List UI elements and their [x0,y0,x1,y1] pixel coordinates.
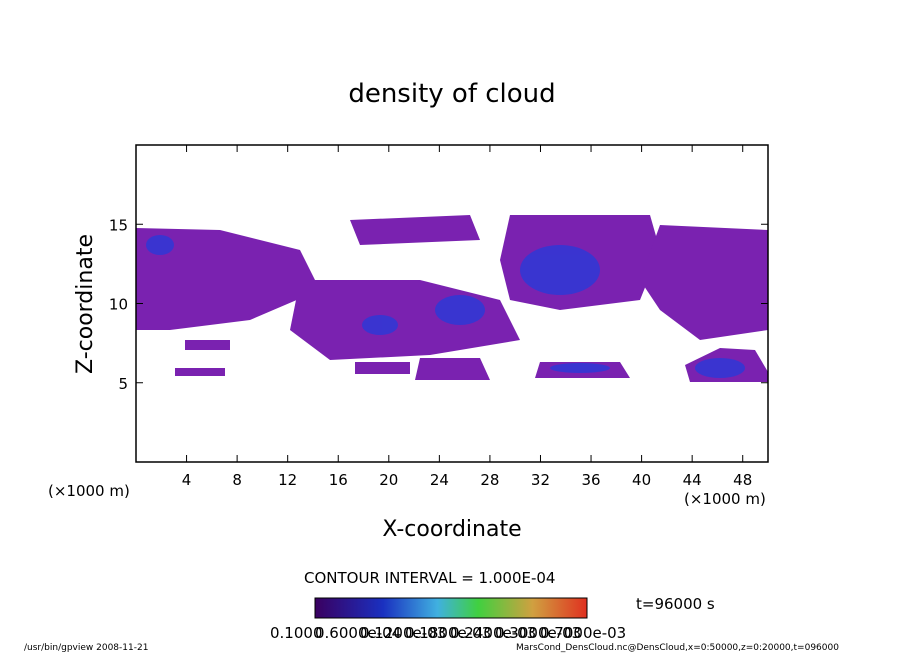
y-axis-label: Z-coordinate [73,234,98,374]
x-unit-label: (×1000 m) [48,482,130,500]
footer-right: MarsCond_DensCloud.nc@DensCloud,x=0:5000… [516,643,839,653]
y-tick-label: 5 [118,375,128,393]
chart-title: density of cloud [348,79,555,109]
colorbar-label: 0.6000e-04 [315,624,401,642]
x-tick-label: 32 [531,471,550,489]
contour-interval: CONTOUR INTERVAL = 1.000E-04 [304,569,555,587]
y-tick-label: 15 [109,216,128,234]
x-tick-label: 40 [632,471,651,489]
colorbar-label: 0.2400e-03 [450,624,536,642]
colorbar-label: 0.1800e-03 [405,624,491,642]
x-tick-label: 20 [379,471,398,489]
x-tick-label: 16 [329,471,348,489]
colorbar-label: 0.1000 [270,624,323,642]
x-unit-label: (×1000 m) [684,490,766,508]
x-tick-label: 8 [232,471,242,489]
x-axis-label: X-coordinate [382,517,521,542]
x-tick-label: 12 [278,471,297,489]
x-tick-label: 44 [683,471,702,489]
colorbar-label: 0.3000e-03 [495,624,581,642]
time-label: t=96000 s [636,595,715,613]
x-tick-label: 28 [480,471,499,489]
y-tick-label: 10 [109,296,128,314]
footer-left: /usr/bin/gpview 2008-11-21 [24,643,148,653]
cloud-core [146,235,745,378]
colorbar-label: 0.7000e-03 [540,624,626,642]
x-tick-label: 24 [430,471,449,489]
colorbar [314,597,588,619]
x-tick-label: 36 [581,471,600,489]
colorbar-label: 0.1200e-03 [360,624,446,642]
x-tick-label: 48 [733,471,752,489]
x-tick-label: 4 [182,471,192,489]
